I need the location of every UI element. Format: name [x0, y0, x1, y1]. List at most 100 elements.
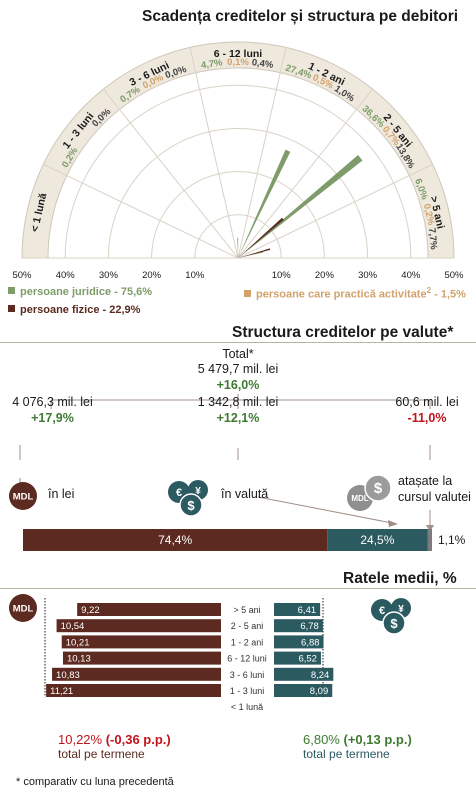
polar-tick-right-0: 10% — [272, 270, 292, 281]
section2-title: Structura creditelor pe valute* — [232, 324, 454, 341]
legend-activitate: persoane care practică activitate2 - 1,5… — [244, 286, 466, 301]
polar-tick-right-3: 40% — [401, 270, 421, 281]
polar-grid-ring-4 — [64, 84, 412, 259]
polar-tick-left-1: 40% — [56, 270, 76, 281]
polar-label-0-3: 4,7% — [200, 57, 223, 71]
section3-title: Ratele medii, % — [343, 570, 457, 587]
rates-label-mdl-0: 9,22 — [81, 605, 100, 616]
polar-label-2-3: 0,1% — [227, 57, 249, 68]
legend-fizice-label: persoane fizice - 22,9% — [20, 304, 141, 316]
rates-category-1: 2 - 5 ani — [231, 621, 264, 631]
polar-tick-right-4: 50% — [444, 270, 464, 281]
valuta-change: +12,1% — [216, 411, 260, 425]
total-label: Total* — [222, 347, 254, 361]
rates-category-5: 1 - 3 luni — [230, 686, 265, 696]
mdl-total-change: (-0,36 p.p.) — [105, 732, 171, 747]
fx-total-value: 6,80% — [303, 732, 340, 747]
legend-activitate-sup: 2 — [426, 286, 432, 295]
lei-label: în lei — [48, 487, 75, 501]
rates-label-mdl-2: 10,21 — [66, 637, 90, 648]
stack-segment-0 — [23, 529, 328, 551]
mdl-badge-icon-2: MDL — [9, 594, 37, 622]
polar-tick-left-3: 20% — [142, 270, 162, 281]
stack-segment-2 — [427, 529, 432, 551]
polar-label-1-3: 0,4% — [251, 57, 274, 71]
polar-sector-line-3 — [189, 47, 239, 259]
polar-tick-right-1: 20% — [315, 270, 335, 281]
rates-bar-mdl-1 — [56, 619, 221, 633]
yen-symbol: ¥ — [195, 486, 201, 497]
legend-swatch-activitate — [244, 289, 251, 297]
rates-bar-mdl-0 — [77, 603, 221, 616]
valuta-label: în valută — [221, 487, 269, 501]
polar-tick-right-2: 30% — [358, 270, 378, 281]
section2-underline — [0, 342, 476, 343]
polar-tick-left-4: 10% — [185, 270, 205, 281]
rates-bar-fx-3 — [274, 651, 321, 665]
euro-symbol: € — [176, 487, 182, 499]
svg-text:€: € — [379, 605, 385, 617]
rates-category-2: 1 - 2 ani — [231, 637, 264, 647]
rates-label-mdl-1: 10,54 — [61, 621, 85, 632]
polar-bar-0-2 — [236, 255, 238, 258]
mdl-badge-text-2: MDL — [13, 604, 34, 615]
atasate-value: 60,6 mil. lei — [395, 395, 459, 409]
rates-chart: > 5 ani 9,22 6,41 2 - 5 ani 10,54 6,78 1 - 2 a… — [44, 598, 334, 712]
atasate-label-1: atașate la — [398, 474, 453, 488]
rates-category-0: > 5 ani — [233, 605, 260, 615]
stack-label-2: 1,1% — [438, 533, 466, 547]
lei-change: +17,9% — [31, 411, 74, 425]
rates-bar-fx-5 — [274, 684, 333, 697]
mdl-total-label: total pe termene — [58, 747, 145, 761]
currency-stacked-bar: 74,4% 24,5% 1,1% — [23, 529, 466, 551]
polar-bar-2-4 — [238, 256, 240, 258]
rates-label-fx-3: 6,52 — [298, 654, 317, 665]
polar-bar-0-1 — [237, 257, 238, 258]
rates-label-fx-1: 6,78 — [300, 621, 319, 632]
total-value: 5 479,7 mil. lei — [197, 362, 279, 376]
rates-category-3: 6 - 12 luni — [227, 654, 267, 664]
atasate-label-2: cursul valutei — [398, 490, 471, 504]
dollar-symbol: $ — [187, 498, 195, 513]
polar-sector-line-4 — [237, 47, 287, 259]
section3-underline — [0, 588, 476, 589]
polar-sector-line-5 — [237, 88, 374, 259]
rates-label-mdl-3: 10,13 — [67, 654, 91, 665]
rates-bar-mdl-5 — [46, 684, 222, 697]
currency-icon-2: € ¥ $ — [371, 598, 411, 635]
polar-bar-1-5 — [238, 217, 284, 258]
mdl-badge-text: MDL — [13, 492, 34, 503]
polar-bar-2-5 — [238, 256, 241, 258]
atasate-change: -11,0% — [407, 411, 447, 425]
polar-outer-band — [21, 41, 455, 259]
footnote: * comparativ cu luna precedentă — [16, 776, 174, 788]
legend-activitate-label: persoane care practică activitate — [256, 288, 427, 301]
polar-sector-line-6 — [237, 163, 433, 259]
legend-activitate-value: - 1,5% — [431, 288, 466, 301]
rates-label-fx-5: 8,09 — [310, 686, 329, 697]
valuta-value: 1 342,8 mil. lei — [197, 395, 279, 409]
mdl-pegged-icon: MDL $ — [347, 474, 392, 511]
rates-bar-mdl-3 — [62, 651, 221, 665]
polar-label-1-6: 7,7% — [426, 227, 439, 250]
mdl-badge-icon: MDL — [9, 482, 37, 510]
polar-tick-left-2: 30% — [99, 270, 119, 281]
stack-label-1: 24,5% — [360, 533, 394, 547]
rates-bar-mdl-4 — [52, 667, 221, 681]
rates-category-4: 3 - 6 luni — [230, 670, 265, 680]
rates-bar-fx-4 — [274, 667, 334, 681]
rates-label-mdl-5: 11,21 — [50, 686, 73, 697]
polar-chart: 0,2%0,7%4,7% 27,4%36,6%6,0%0,0%0,0% 0,4%1,… — [12, 41, 464, 281]
svg-text:$: $ — [390, 616, 398, 631]
legend-juridice-label: persoane juridice - 75,6% — [20, 286, 153, 298]
polar-tick-left-0: 50% — [12, 270, 32, 281]
fx-total: 6,80% (+0,13 p.p.) — [303, 732, 412, 747]
rates-bar-fx-0 — [274, 603, 321, 616]
svg-text:MDL: MDL — [351, 494, 368, 503]
lei-value: 4 076,3 mil. lei — [12, 395, 93, 409]
section1-title: Scadența creditelor și structura pe debi… — [142, 8, 459, 25]
polar-grid-ring-2 — [151, 171, 325, 259]
legend-swatch-juridice — [8, 287, 15, 294]
svg-text:¥: ¥ — [398, 604, 404, 615]
rates-bar-fx-2 — [274, 635, 324, 649]
